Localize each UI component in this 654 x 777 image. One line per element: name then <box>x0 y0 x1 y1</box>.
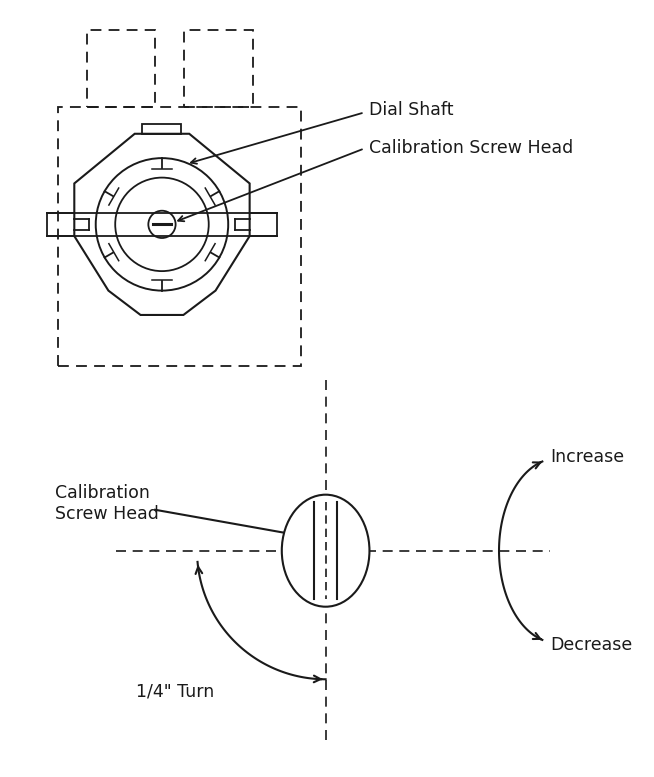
Bar <box>58 107 301 366</box>
Bar <box>87 30 155 107</box>
Text: 1/4" Turn: 1/4" Turn <box>135 683 214 701</box>
Ellipse shape <box>282 495 370 607</box>
Text: Dial Shaft: Dial Shaft <box>370 101 454 120</box>
Text: Decrease: Decrease <box>550 636 632 653</box>
Text: Calibration
Screw Head: Calibration Screw Head <box>55 484 159 523</box>
Text: Calibration Screw Head: Calibration Screw Head <box>370 139 574 158</box>
Text: Increase: Increase <box>550 448 625 465</box>
Bar <box>184 30 252 107</box>
